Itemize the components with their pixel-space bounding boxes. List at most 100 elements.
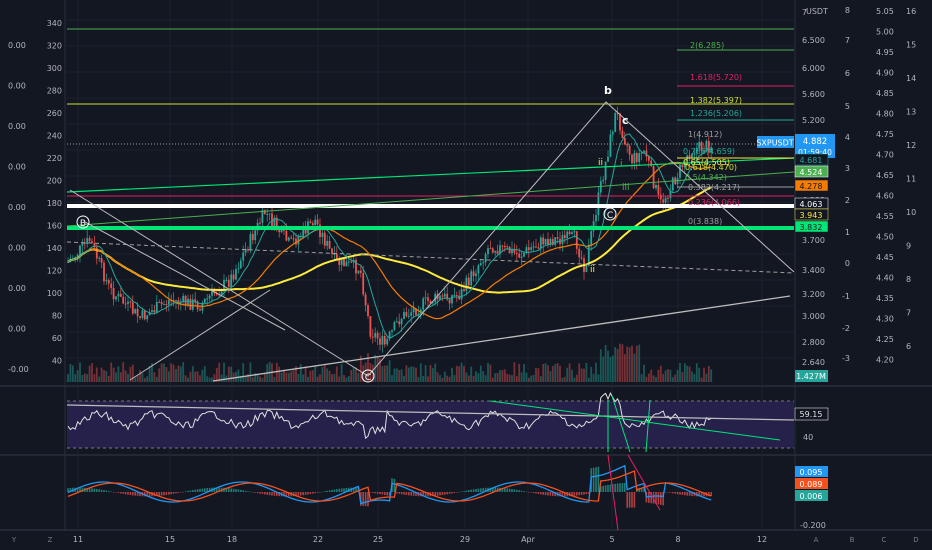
- macd-hist-bar: [460, 491, 463, 493]
- candle-body: [547, 238, 549, 246]
- macd-hist-bar: [381, 492, 384, 495]
- green-trendline: [66, 171, 795, 227]
- volume-bar: [549, 371, 552, 382]
- candle-body: [451, 295, 453, 304]
- volume-bar: [160, 363, 163, 382]
- candle-body: [259, 222, 261, 224]
- macd-hist-bar: [614, 483, 616, 492]
- volume-bar: [175, 369, 177, 382]
- corner-label: D: [913, 536, 918, 544]
- macd-hist-bar: [213, 487, 216, 492]
- macd-hist-bar: [218, 487, 220, 492]
- fib-label: 1(4.912): [688, 130, 722, 139]
- volume-bar: [163, 363, 165, 382]
- volume-bar: [371, 364, 374, 382]
- candle-body: [645, 150, 648, 157]
- candle-body: [376, 333, 379, 339]
- volume-bar: [88, 365, 91, 382]
- macd-histogram: [67, 466, 712, 508]
- macd-hist-bar: [122, 492, 124, 494]
- candle-body: [81, 242, 84, 246]
- macd-hist-bar: [340, 488, 343, 492]
- candle-body: [151, 310, 153, 312]
- macd-hist-bar: [247, 491, 249, 492]
- candle-body: [436, 293, 439, 300]
- candle-body: [679, 164, 681, 178]
- volume-bar: [292, 369, 295, 382]
- volume-bar: [383, 365, 386, 382]
- candle-body: [614, 113, 617, 133]
- candle-body: [523, 252, 525, 257]
- volume-bar: [398, 369, 401, 382]
- volume-bar: [544, 363, 547, 382]
- volume-bar: [242, 363, 245, 382]
- candle-body: [328, 241, 331, 249]
- volume-bar: [400, 369, 403, 382]
- macd-hist-bar: [501, 487, 504, 492]
- volume-bar: [194, 371, 197, 382]
- macd-hist-bar: [204, 488, 206, 492]
- volume-bar: [100, 367, 103, 382]
- macd-hist-bar: [386, 492, 388, 496]
- level-badge: [794, 153, 829, 166]
- candle-body: [203, 298, 206, 303]
- macd-hist-bar: [331, 489, 333, 492]
- macd-hist-bar: [648, 492, 650, 503]
- candle-body: [232, 274, 235, 280]
- macd-hist-bar: [208, 487, 211, 492]
- volume-bar: [640, 374, 643, 382]
- volume-bar: [631, 345, 633, 382]
- volume-bar: [571, 369, 573, 382]
- macd-hist-bar: [484, 487, 487, 492]
- volume-bar: [345, 377, 348, 382]
- macd-hist-bar: [626, 492, 628, 508]
- volume-bar: [547, 365, 549, 382]
- macd-hist-bar: [355, 487, 357, 492]
- candle-body: [489, 248, 492, 250]
- volume-bar: [662, 374, 665, 382]
- macd-hist-bar: [403, 492, 405, 495]
- volume-bar: [667, 369, 669, 382]
- candle-body: [91, 241, 93, 243]
- volume-bar: [693, 374, 696, 382]
- volume-bar: [256, 374, 259, 382]
- macd-hist-bar: [285, 492, 288, 497]
- candle-body: [275, 217, 278, 230]
- candle-body: [484, 254, 487, 263]
- candle-body: [410, 312, 413, 316]
- candle-body: [412, 308, 415, 313]
- volume-bar: [362, 365, 365, 382]
- candle-body: [357, 270, 360, 274]
- left-axis-tick: 280: [47, 87, 62, 96]
- volume-bar: [518, 363, 521, 382]
- right-badges: 4.681 4.524 4.278 4.063 3.943 3.832: [794, 153, 829, 233]
- macd-hist-bar: [136, 492, 139, 496]
- axis-c-tick: 4.95: [876, 48, 894, 57]
- macd-hist-bar: [343, 488, 345, 492]
- macd-hist-bar: [199, 488, 201, 492]
- macd-hist-bar: [559, 492, 561, 497]
- macd-hist-bar: [412, 492, 415, 496]
- macd-hist-bar: [292, 492, 295, 497]
- candle-body: [407, 315, 410, 317]
- volume-bar: [568, 363, 571, 382]
- volume-bar: [297, 373, 300, 382]
- macd-hist-bar: [583, 492, 585, 495]
- candle-body: [571, 232, 573, 234]
- candle-body: [175, 300, 177, 302]
- price-axis-tick: 5.600: [802, 90, 825, 99]
- candle-body: [530, 247, 533, 250]
- macd-hist-bar: [489, 487, 492, 492]
- macd-hist-bar: [117, 492, 120, 493]
- candle-body: [76, 254, 79, 258]
- volume-bar: [501, 370, 504, 382]
- macd-hist-bar: [458, 491, 460, 493]
- level-badge-value: 4.278: [800, 182, 823, 191]
- volume-bar: [261, 377, 264, 382]
- macd-hist-bar: [549, 492, 552, 496]
- volume-bar: [350, 370, 353, 382]
- macd-hist-bar: [240, 489, 242, 492]
- symbol-badge[interactable]: SXPUSDT: [756, 136, 794, 148]
- candle-body: [619, 113, 621, 131]
